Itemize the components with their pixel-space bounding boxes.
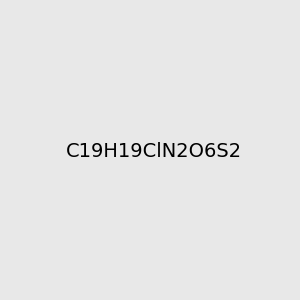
Text: C19H19ClN2O6S2: C19H19ClN2O6S2 — [66, 142, 242, 161]
